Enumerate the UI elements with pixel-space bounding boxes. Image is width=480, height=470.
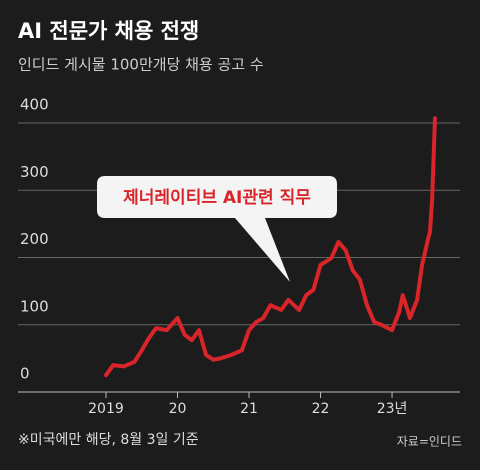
y-tick-label: 400 bbox=[20, 96, 49, 114]
annotation: 제너레이티브 AI관련 직무 bbox=[123, 188, 311, 208]
callout-bubble bbox=[97, 176, 337, 282]
y-tick-label: 300 bbox=[20, 163, 49, 181]
y-tick-label: 0 bbox=[20, 365, 30, 383]
x-tick-label: 22 bbox=[312, 401, 330, 417]
chart-title: AI 전문가 채용 전쟁 bbox=[18, 19, 199, 43]
source: 자료=인디드 bbox=[397, 435, 462, 449]
chart-subtitle: 인디드 게시물 100만개당 채용 공고 수 bbox=[18, 56, 264, 74]
x-tick-label: 21 bbox=[240, 401, 258, 417]
note: ※미국에만 해당, 8월 3일 기준 bbox=[18, 432, 199, 448]
y-tick-label: 200 bbox=[20, 230, 49, 248]
x-tick-label: 23년 bbox=[377, 401, 408, 417]
x-tick-label: 2019 bbox=[88, 401, 124, 417]
line bbox=[103, 116, 437, 378]
y-tick-label: 100 bbox=[20, 297, 49, 315]
x-tick-label: 20 bbox=[169, 401, 187, 417]
